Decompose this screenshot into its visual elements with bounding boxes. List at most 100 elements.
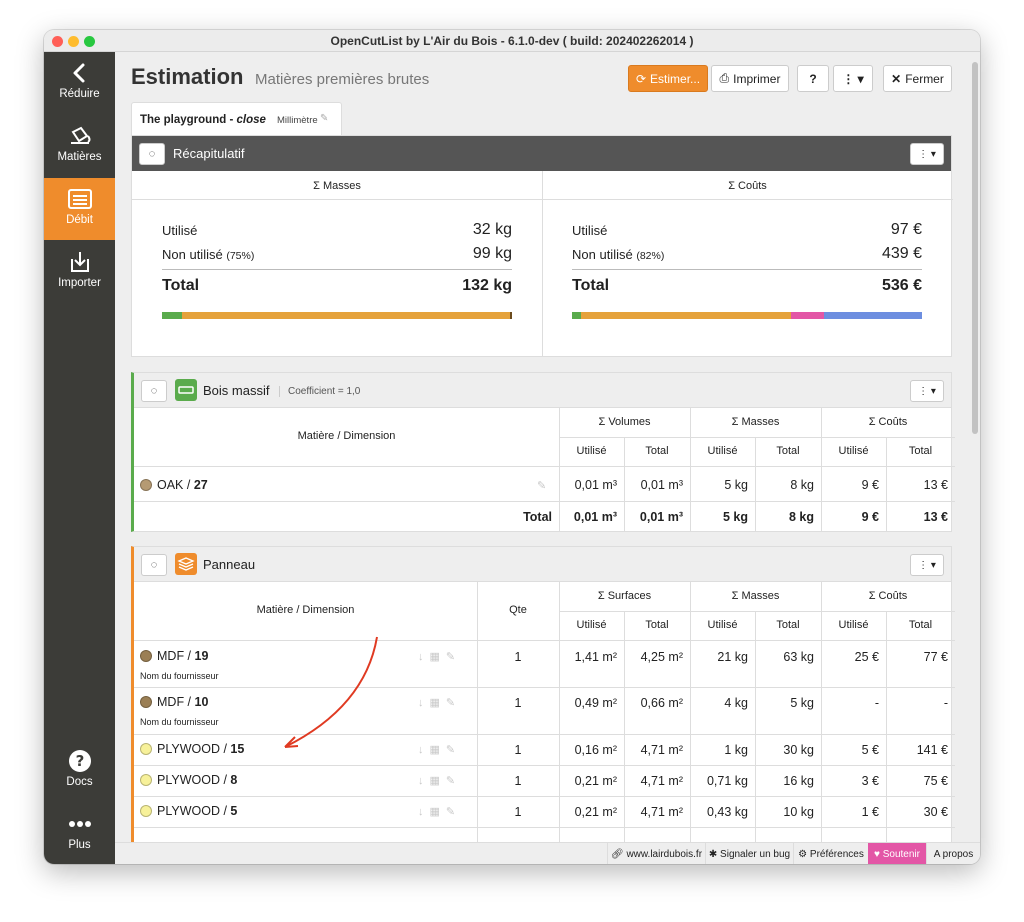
supplier-label: Nom du fournisseur	[140, 717, 219, 727]
table-row[interactable]: PLYWOOD / 15	[140, 742, 244, 756]
row-value: 4,71 m²	[640, 805, 683, 819]
material-dimension: 15	[230, 742, 245, 756]
total-value: 9 €	[861, 510, 879, 524]
material-name: MDF /	[157, 649, 195, 663]
row-value: 25 €	[854, 650, 879, 664]
unit-label: Millimètre	[277, 115, 318, 126]
estimate-button[interactable]: ⟳ Estimer...	[628, 65, 708, 92]
row-value: 16 kg	[783, 774, 814, 788]
material-name: PLYWOOD /	[157, 773, 231, 787]
material-swatch	[140, 743, 152, 755]
help-button[interactable]: ?	[797, 65, 829, 92]
oak-value: 13 €	[923, 478, 948, 492]
bois-massif-panel: ◌ Bois massif Coefficient = 1,0 ⋮ ▾ Mati…	[131, 372, 955, 532]
row-value: 30 kg	[783, 743, 814, 757]
summary-header: ◌ Récapitulatif ⋮ ▾	[132, 136, 951, 171]
material-name: MDF /	[157, 695, 195, 709]
total-value: 8 kg	[788, 510, 814, 524]
summary-menu-button[interactable]: ⋮ ▾	[910, 143, 944, 165]
toggle-visibility-button[interactable]: ◌	[139, 143, 165, 165]
report-bug-link[interactable]: ✱ Signaler un bug	[705, 843, 793, 864]
oak-value: 8 kg	[790, 478, 814, 492]
page-title: Estimation	[131, 64, 244, 89]
svg-text:?: ?	[75, 752, 84, 770]
close-button[interactable]: ✕ Fermer	[883, 65, 952, 92]
sidebar-item-label: Matières	[57, 151, 102, 163]
col-used: Utilisé	[707, 619, 738, 631]
toggle-visibility-button[interactable]: ◌	[141, 554, 167, 576]
row-value: -	[943, 696, 948, 710]
sidebar-item-importer[interactable]: Importer	[44, 241, 115, 303]
scrollbar[interactable]	[972, 62, 978, 434]
row-value: 1 kg	[724, 743, 748, 757]
row-value: 0,21 m²	[574, 774, 617, 788]
bar-segment	[824, 312, 922, 319]
about-link[interactable]: A propos	[926, 843, 980, 864]
material-swatch	[140, 805, 152, 817]
row-value: 1,41 m²	[574, 650, 617, 664]
qty-value: 1	[514, 774, 522, 788]
row-value: 4,71 m²	[640, 774, 683, 788]
oak-value: 9 €	[861, 478, 879, 492]
summary-title: Récapitulatif	[173, 146, 245, 161]
sidebar-item-label: Réduire	[59, 88, 100, 100]
pencil-icon[interactable]: ✎	[537, 480, 553, 492]
window-title: OpenCutList by L'Air du Bois - 6.1.0-dev…	[330, 34, 694, 48]
panneau-menu-button[interactable]: ⋮ ▾	[910, 554, 944, 576]
total-label: Total	[523, 510, 552, 524]
oak-value: 0,01 m³	[574, 478, 617, 492]
more-menu-button[interactable]: ⋮ ▾	[833, 65, 873, 92]
panneau-panel: ◌ Panneau ⋮ ▾ Matière / Dimension Qte Σ …	[131, 546, 955, 842]
table-row[interactable]: PLYWOOD / 5	[140, 804, 237, 818]
toggle-visibility-button[interactable]: ◌	[141, 380, 167, 402]
col-qty: Qte	[509, 604, 527, 616]
table-row[interactable]: MDF / 10	[140, 695, 208, 709]
close-window-button[interactable]	[52, 36, 63, 47]
sidebar-item-debit[interactable]: Débit	[44, 178, 115, 240]
material-name: PLYWOOD /	[157, 804, 231, 818]
costs-progress-bar	[572, 312, 922, 319]
minimize-window-button[interactable]	[68, 36, 79, 47]
qty-value: 1	[514, 743, 522, 757]
import-icon	[70, 252, 89, 272]
sidebar-item-matieres[interactable]: Matières	[44, 115, 115, 177]
table-row-oak[interactable]: OAK / 27	[140, 478, 208, 492]
bar-segment	[181, 312, 510, 319]
bois-massif-title: Bois massif	[203, 383, 270, 398]
bois-massif-menu-button[interactable]: ⋮ ▾	[910, 380, 944, 402]
row-value: 5 €	[861, 743, 879, 757]
bar-segment	[572, 312, 582, 319]
row-value: 75 €	[923, 774, 948, 788]
support-button[interactable]: ♥ Soutenir	[868, 843, 926, 864]
sidebar-item-plus[interactable]: Plus	[44, 803, 115, 864]
preferences-link[interactable]: ⚙ Préférences	[793, 843, 868, 864]
row-actions-icon[interactable]: ↓▦✎	[418, 651, 462, 663]
row-actions-icon[interactable]: ↓▦✎	[418, 806, 462, 818]
pencil-icon[interactable]: ✎	[320, 113, 329, 124]
zoom-window-button[interactable]	[84, 36, 95, 47]
col-group-volumes: Σ Volumes	[598, 416, 651, 428]
sidebar-item-label: Importer	[58, 277, 101, 289]
row-value: 141 €	[916, 743, 948, 757]
title-bar: OpenCutList by L'Air du Bois - 6.1.0-dev…	[44, 30, 980, 52]
costs-total-value: 536 €	[881, 277, 922, 294]
refresh-icon: ⟳	[635, 71, 647, 86]
gear-icon: ⚙	[798, 848, 808, 860]
row-value: 0,71 kg	[706, 774, 748, 788]
row-value: 0,16 m²	[574, 743, 617, 757]
sidebar-item-reduire[interactable]: Réduire	[44, 52, 115, 114]
row-actions-icon[interactable]: ↓▦✎	[418, 744, 462, 756]
eye-slash-icon: ◌	[150, 559, 158, 571]
row-actions-icon[interactable]: ↓▦✎	[418, 697, 462, 709]
site-link[interactable]: 🔗︎ www.lairdubois.fr	[607, 843, 705, 864]
sidebar-item-docs[interactable]: ? Docs	[44, 740, 115, 802]
row-actions-icon[interactable]: ↓▦✎	[418, 775, 462, 787]
costs-used-value: 97 €	[890, 221, 922, 238]
row-value: 1 €	[861, 805, 879, 819]
sidebar-item-label: Docs	[66, 776, 93, 788]
tab-model[interactable]: The playground - close Millimètre ✎	[131, 102, 342, 136]
print-button[interactable]: ⎙ Imprimer	[711, 65, 789, 92]
table-row[interactable]: PLYWOOD / 8	[140, 773, 237, 787]
col-group-masses: Σ Masses	[731, 590, 780, 602]
table-row[interactable]: MDF / 19	[140, 649, 208, 663]
